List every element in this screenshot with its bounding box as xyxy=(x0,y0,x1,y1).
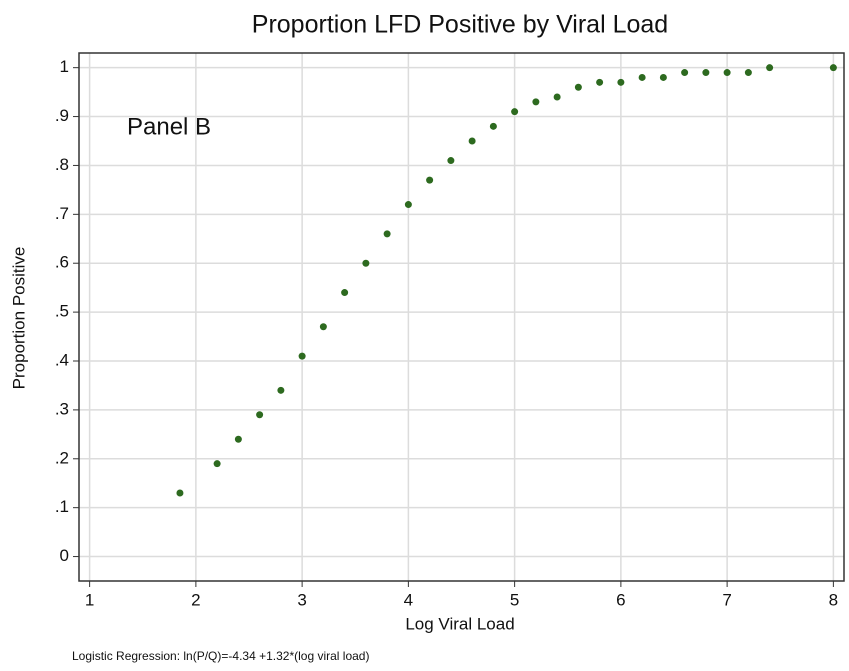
x-tick-label: 5 xyxy=(510,590,519,609)
point xyxy=(383,230,391,238)
point xyxy=(723,69,731,77)
point xyxy=(617,78,625,86)
point xyxy=(596,78,604,86)
x-tick-label: 1 xyxy=(85,590,94,609)
point xyxy=(829,64,837,72)
point xyxy=(766,64,774,72)
y-tick-label: .4 xyxy=(55,350,69,369)
point xyxy=(659,73,667,81)
point xyxy=(213,460,221,468)
point xyxy=(468,137,476,145)
point xyxy=(447,157,455,165)
y-tick-label: .1 xyxy=(55,497,69,516)
point xyxy=(532,98,540,106)
x-axis-label: Log Viral Load xyxy=(405,614,514,633)
y-tick-label: .6 xyxy=(55,253,69,272)
y-tick-label: 0 xyxy=(60,546,69,565)
x-tick-label: 8 xyxy=(829,590,838,609)
point xyxy=(553,93,561,101)
x-tick-label: 2 xyxy=(191,590,200,609)
point xyxy=(298,352,306,360)
y-tick-label: .5 xyxy=(55,302,69,321)
y-tick-label: .3 xyxy=(55,399,69,418)
y-tick-label: .8 xyxy=(55,155,69,174)
footnote: Logistic Regression: ln(P/Q)=-4.34 +1.32… xyxy=(72,649,369,663)
x-tick-label: 6 xyxy=(616,590,625,609)
annotation: Panel B xyxy=(127,113,211,140)
point xyxy=(702,69,710,77)
point xyxy=(319,323,327,331)
plot-frame xyxy=(78,52,845,582)
point xyxy=(176,489,184,497)
y-tick-label: .2 xyxy=(55,448,69,467)
y-tick-label: .7 xyxy=(55,204,69,223)
y-axis-label: Proportion Positive xyxy=(9,247,28,390)
y-tick-label: 1 xyxy=(60,57,69,76)
point xyxy=(681,69,689,77)
chart-title: Proportion LFD Positive by Viral Load xyxy=(252,11,668,39)
point xyxy=(277,386,285,394)
point xyxy=(404,201,412,209)
x-tick-label: 7 xyxy=(722,590,731,609)
point xyxy=(234,435,242,443)
y-tick-label: .9 xyxy=(55,106,69,125)
point xyxy=(362,259,370,267)
point xyxy=(341,289,349,297)
x-tick-label: 4 xyxy=(404,590,413,609)
point xyxy=(489,122,497,130)
point xyxy=(256,411,264,419)
x-tick-label: 3 xyxy=(297,590,306,609)
point xyxy=(511,108,519,116)
point xyxy=(638,73,646,81)
point xyxy=(426,176,434,184)
point xyxy=(744,69,752,77)
point xyxy=(574,83,582,91)
